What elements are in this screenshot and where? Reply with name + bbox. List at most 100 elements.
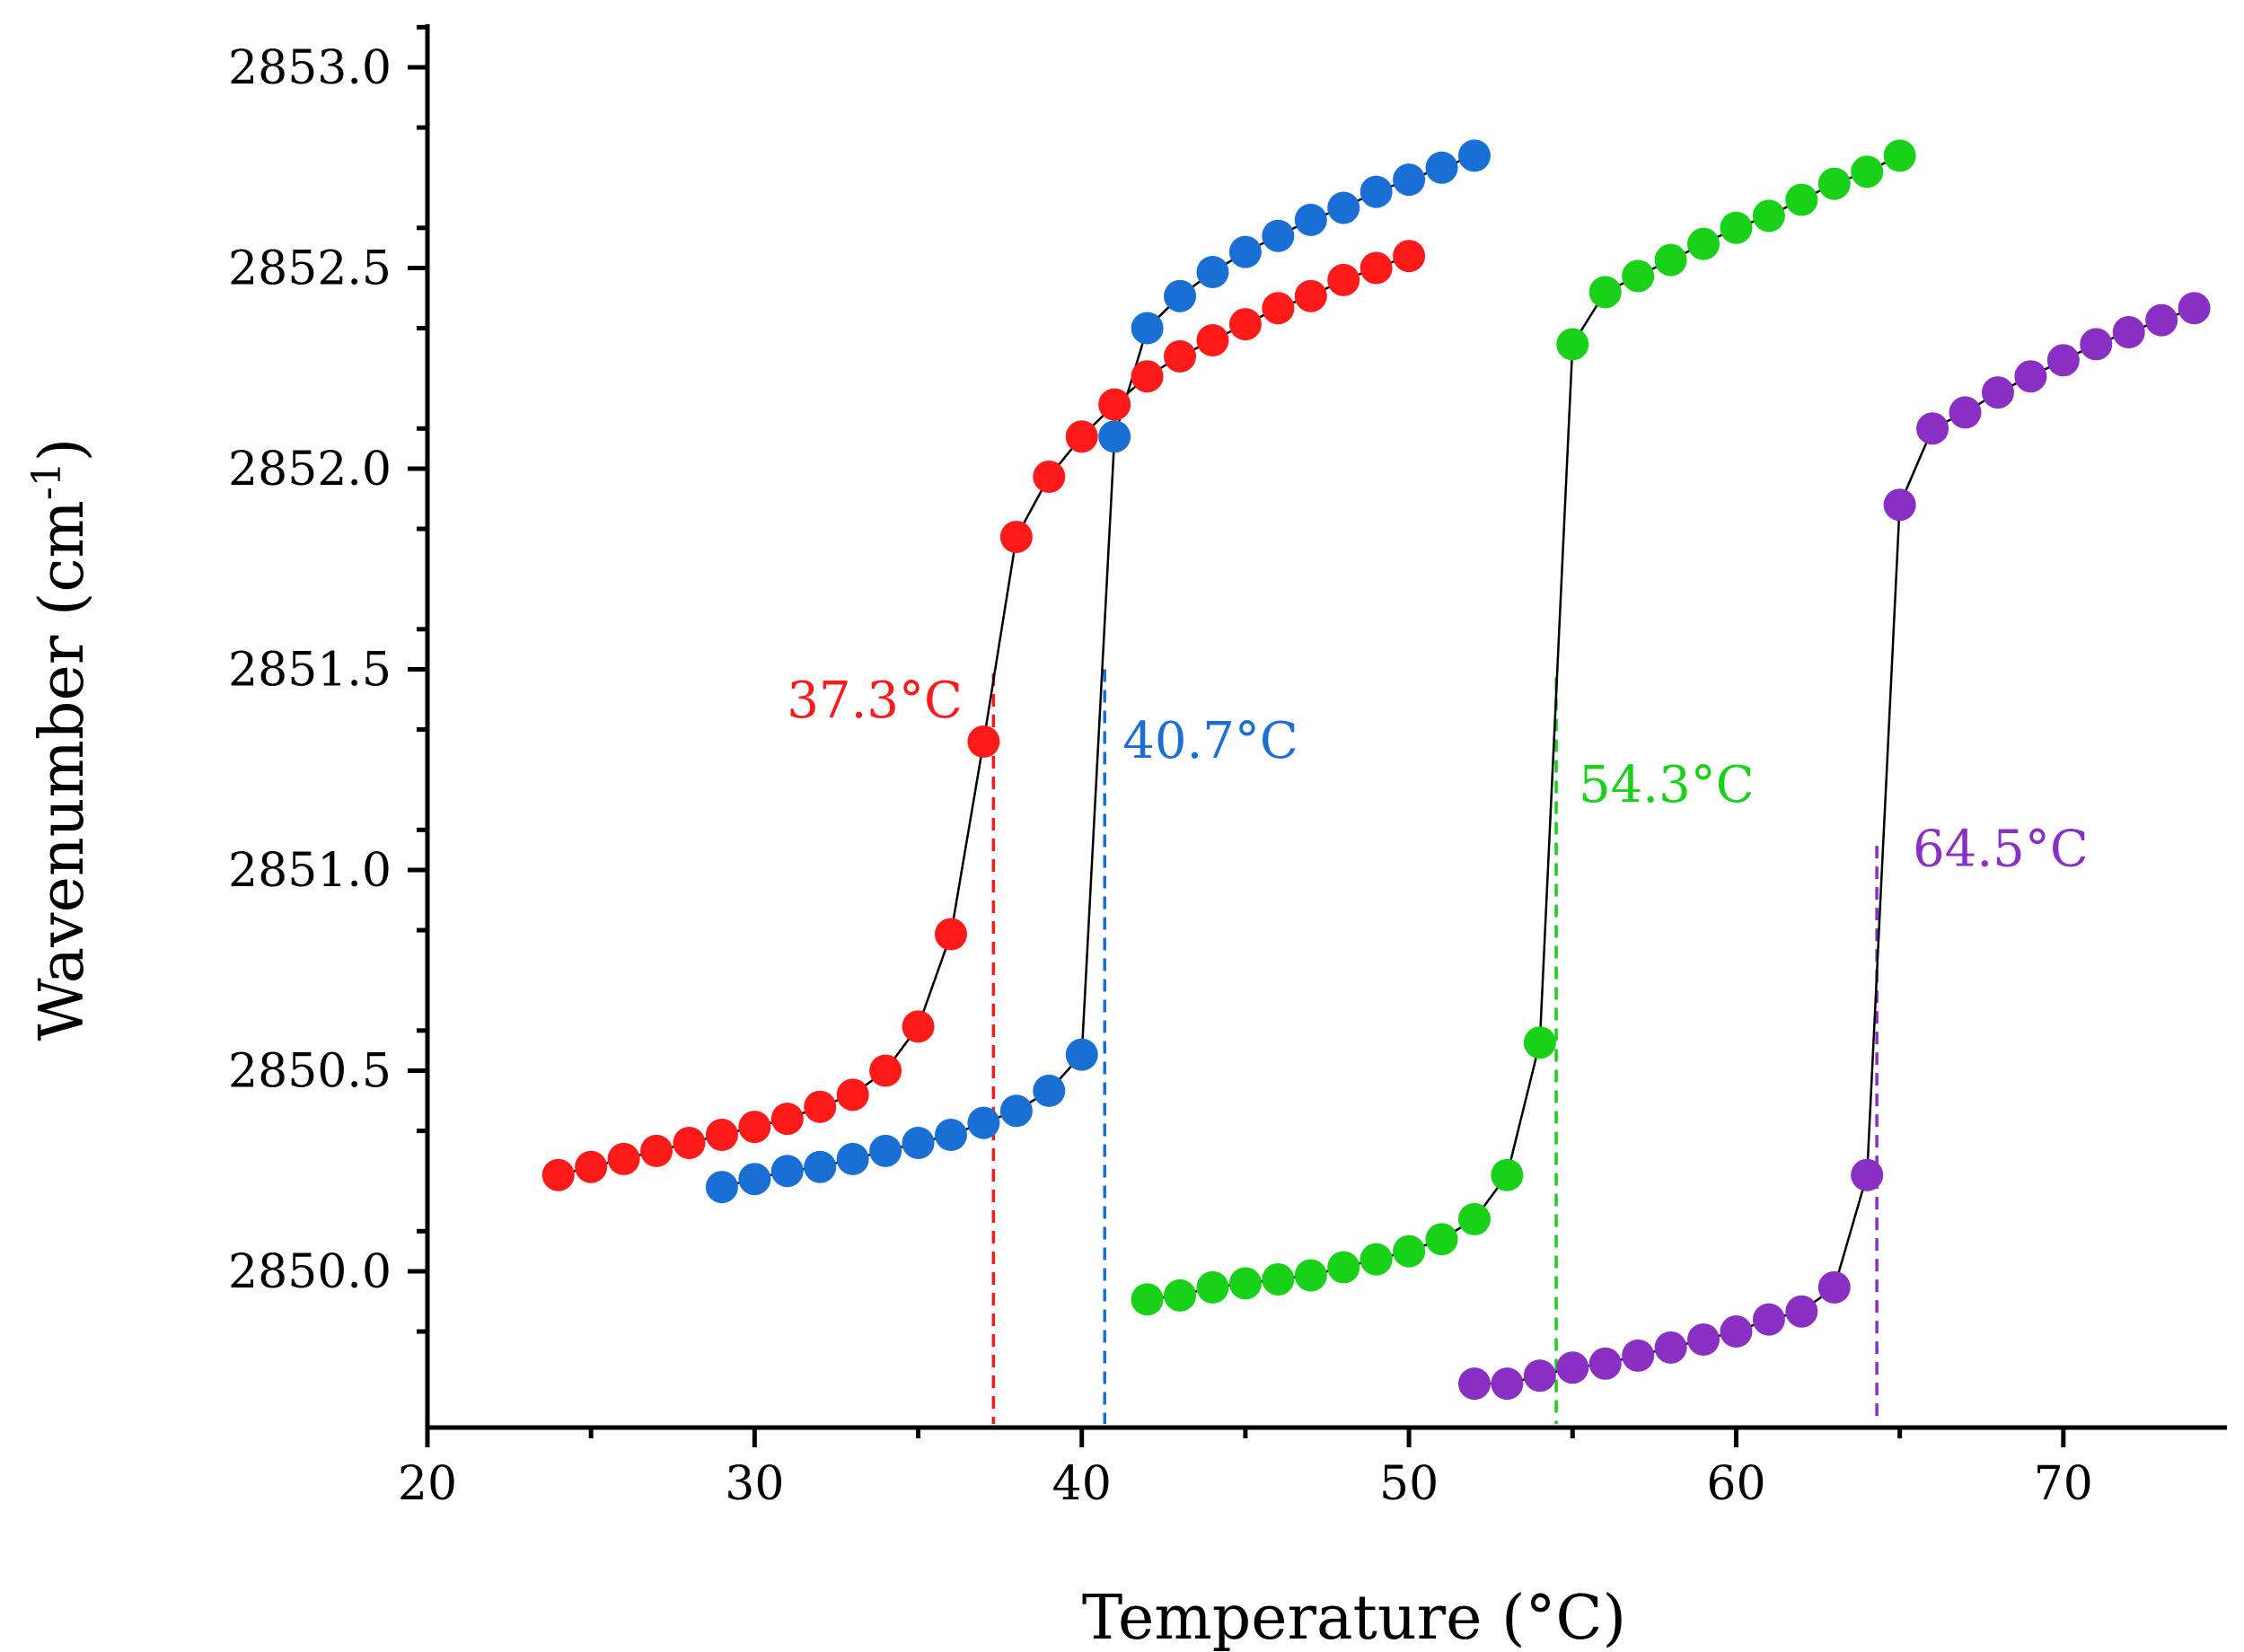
data-point-purple (2014, 360, 2047, 393)
data-point-blue (967, 1106, 1000, 1139)
data-point-purple (1752, 1303, 1785, 1336)
y-axis-title-superscript: -1 (24, 461, 70, 500)
data-point-blue (999, 1094, 1033, 1128)
data-point-purple (1817, 1270, 1851, 1304)
data-point-red (1262, 292, 1295, 325)
y-tick-label: 2853.0 (228, 41, 392, 95)
data-point-purple (2046, 344, 2080, 377)
data-point-red (1196, 323, 1229, 356)
y-tick-label: 2850.0 (228, 1245, 392, 1299)
data-point-red (640, 1134, 673, 1167)
data-point-red (804, 1090, 837, 1123)
data-point-purple (1556, 1351, 1589, 1384)
data-point-green (1523, 1026, 1556, 1059)
data-point-purple (2145, 303, 2178, 337)
data-point-green (1196, 1270, 1229, 1304)
x-tick-label: 40 (1052, 1457, 1112, 1511)
data-point-green (1752, 199, 1785, 233)
data-point-blue (1196, 255, 1229, 288)
data-point-green (1228, 1267, 1262, 1300)
data-point-purple (1457, 1367, 1491, 1401)
data-point-purple (1916, 412, 1949, 445)
data-point-red (1065, 420, 1098, 453)
data-point-green (1294, 1259, 1327, 1292)
x-axis-title: Temperature (°C) (1082, 1583, 1626, 1652)
data-point-blue (1131, 312, 1164, 345)
data-point-green (1393, 1235, 1426, 1268)
data-point-purple (1949, 396, 1982, 429)
data-point-green (1164, 1279, 1197, 1312)
data-point-blue (1098, 420, 1131, 453)
data-point-red (1033, 460, 1066, 493)
data-point-green (1360, 1243, 1393, 1276)
data-point-red (1360, 251, 1393, 285)
data-point-red (607, 1142, 640, 1175)
data-point-red (575, 1150, 608, 1183)
data-point-green (1622, 259, 1655, 293)
data-point-blue (738, 1163, 771, 1196)
x-tick-label: 30 (725, 1457, 784, 1511)
y-tick-label: 2852.5 (228, 242, 392, 296)
y-axis-title-main: Wavenumber (cm (27, 500, 98, 1041)
data-point-red (770, 1103, 804, 1136)
data-point-green (1556, 328, 1589, 361)
data-point-purple (1654, 1331, 1687, 1364)
data-point-blue (705, 1171, 738, 1204)
data-point-red (836, 1078, 869, 1112)
transition-guides (991, 669, 1879, 1424)
data-point-red (673, 1126, 706, 1159)
data-point-blue (1457, 139, 1491, 172)
data-point-blue (1033, 1074, 1066, 1107)
data-point-blue (1360, 175, 1393, 208)
data-point-green (1131, 1283, 1164, 1316)
data-point-red (1327, 263, 1360, 296)
data-point-blue (902, 1126, 935, 1159)
data-point-red (1393, 240, 1426, 273)
data-point-red (869, 1054, 902, 1087)
transition-label-purple: 64.5°C (1913, 821, 2089, 879)
data-point-green (1327, 1251, 1360, 1284)
data-point-green (1457, 1202, 1491, 1235)
data-point-green (1687, 227, 1720, 260)
y-axis-title-close: ) (27, 438, 98, 462)
data-point-purple (2112, 316, 2145, 349)
data-point-red (999, 520, 1033, 553)
data-point-red (1294, 279, 1327, 312)
data-point-blue (1065, 1038, 1098, 1071)
data-point-purple (1883, 488, 1916, 522)
data-point-blue (1393, 163, 1426, 197)
data-point-red (738, 1111, 771, 1144)
data-point-purple (1785, 1295, 1818, 1328)
data-point-purple (1523, 1359, 1556, 1393)
data-point-red (1164, 339, 1197, 373)
data-point-blue (1425, 151, 1458, 184)
transition-label-green: 54.3°C (1579, 756, 1755, 814)
data-point-green (1588, 276, 1622, 309)
data-point-purple (2178, 292, 2211, 325)
data-point-red (705, 1119, 738, 1152)
y-tick-label: 2851.0 (228, 844, 392, 898)
data-point-red (1098, 388, 1131, 421)
y-tick-label: 2852.0 (228, 443, 392, 496)
data-point-blue (934, 1119, 967, 1152)
data-point-purple (1622, 1339, 1655, 1372)
data-point-blue (836, 1142, 869, 1175)
data-point-red (934, 918, 967, 951)
data-point-purple (1491, 1367, 1524, 1401)
data-points (541, 139, 2211, 1401)
data-point-red (1131, 360, 1164, 393)
data-point-blue (1262, 219, 1295, 252)
x-tick-label: 70 (2034, 1457, 2093, 1511)
data-point-green (1883, 139, 1916, 172)
data-point-red (1228, 308, 1262, 341)
data-point-green (1817, 167, 1851, 200)
data-point-purple (1687, 1322, 1720, 1356)
x-tick-label: 20 (398, 1457, 457, 1511)
data-point-blue (1327, 191, 1360, 224)
data-point-purple (1720, 1315, 1753, 1349)
data-point-red (967, 725, 1000, 758)
transition-labels: 37.3°C 40.7°C 54.3°C 64.5°C (787, 672, 2088, 878)
x-tick-label: 60 (1706, 1457, 1765, 1511)
data-point-green (1425, 1223, 1458, 1256)
